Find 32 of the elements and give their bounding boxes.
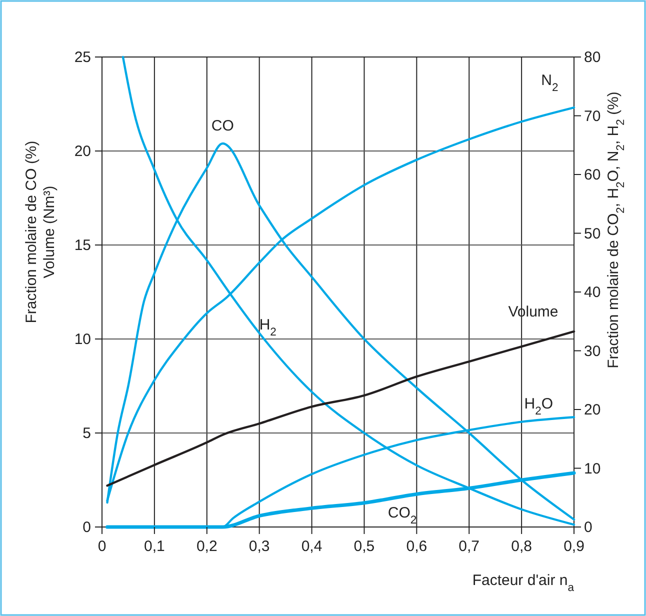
y-tick-label: 10: [74, 331, 91, 348]
y-tick-label: 20: [74, 143, 91, 160]
x-tick-label: 0,2: [196, 538, 218, 555]
y-axis-title: Fraction molaire de CO (%) Volume (Nm³): [23, 140, 58, 324]
series-label: H$_{2}$: [259, 316, 276, 339]
series-label: N$_{2}$: [541, 72, 558, 94]
x-tick-label: 0,4: [301, 538, 322, 555]
x-tick-label: 0,6: [406, 538, 428, 555]
y2-tick-label: 50: [584, 225, 601, 242]
y2-tick-label: 30: [584, 342, 601, 360]
y2-tick-label: 40: [584, 284, 601, 301]
x-tick-label: 0,3: [248, 538, 270, 555]
series-label: H$_{2}$O: [524, 396, 554, 418]
x-tick-label: 0,8: [511, 538, 532, 555]
y-tick-label: 15: [74, 237, 91, 254]
y2-tick-label: 0: [584, 519, 592, 536]
x-tick-label: 0,5: [354, 538, 375, 555]
x-axis-title: Facteur d'air n$_{a}$: [472, 572, 575, 594]
x-tick-label: 0,1: [144, 538, 165, 555]
y2-tick-label: 20: [584, 402, 601, 418]
y2-tick-label: 70: [584, 108, 601, 125]
y2-tick-label: 10: [584, 460, 601, 478]
y2-tick-label: 80: [584, 49, 601, 66]
series-label: CO: [211, 117, 234, 134]
series-label: CO$_{2}$: [388, 504, 417, 527]
y-tick-label: 5: [82, 425, 91, 442]
y-tick-label: 25: [74, 49, 91, 66]
y2-tick-label: 60: [584, 166, 601, 184]
x-tick-label: 0,7: [458, 538, 480, 555]
y-tick-label: 0: [82, 519, 91, 536]
x-tick-label: 0,9: [564, 538, 584, 555]
x-tick-label: 0: [98, 538, 106, 555]
